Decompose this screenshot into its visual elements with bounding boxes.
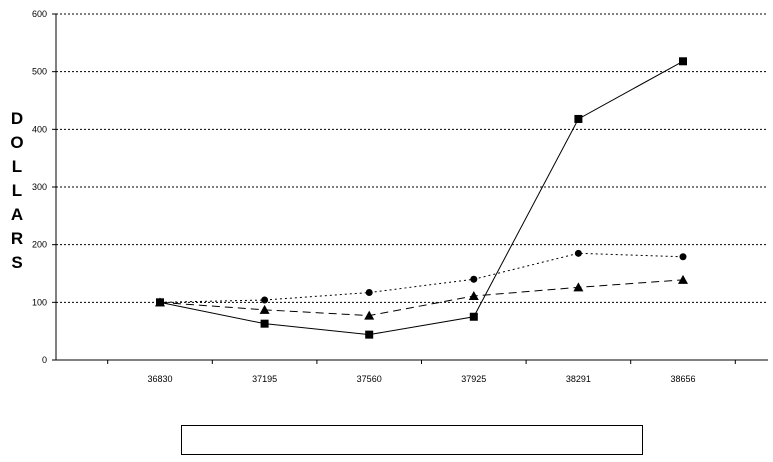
data-point-hurco-companies-inc — [574, 114, 583, 123]
legend — [181, 425, 643, 455]
x-tick-label: 36830 — [147, 374, 172, 384]
x-tick-label: 38656 — [670, 374, 695, 384]
data-point-russell-2000 — [573, 282, 584, 292]
data-point-russell-2000 — [364, 310, 375, 320]
y-tick-label: 0 — [42, 355, 47, 365]
series-line-russell-2000 — [159, 279, 684, 317]
y-tick-label: 300 — [32, 182, 47, 192]
data-point-hurco-companies-inc — [469, 312, 478, 321]
y-tick-label: 200 — [32, 240, 47, 250]
y-tick-label: 500 — [32, 67, 47, 77]
x-tick-label: 37195 — [252, 374, 277, 384]
data-point-hurco-companies-inc — [679, 57, 687, 66]
data-point-peer-group — [470, 275, 478, 283]
data-point-peer-group — [574, 249, 582, 257]
series-line-hurco-companies-inc — [159, 60, 684, 336]
y-tick-label: 400 — [32, 124, 47, 134]
data-point-russell-2000 — [678, 274, 688, 284]
data-point-peer-group — [365, 289, 373, 297]
data-point-hurco-companies-inc — [156, 298, 164, 307]
y-axis-label-letter: R — [10, 229, 24, 248]
y-tick-label: 100 — [32, 297, 47, 307]
data-point-hurco-companies-inc — [365, 330, 374, 339]
y-tick-label: 600 — [32, 9, 47, 19]
y-axis-label-letter: L — [11, 157, 23, 176]
x-tick-label: 37925 — [461, 374, 486, 384]
data-point-hurco-companies-inc — [260, 319, 269, 328]
series-line-peer-group — [159, 252, 684, 303]
x-tick-label: 37560 — [357, 374, 382, 384]
data-point-peer-group — [261, 296, 269, 304]
y-axis-label-letter: A — [10, 205, 24, 224]
x-tick-label: 38291 — [566, 374, 591, 384]
data-point-peer-group — [679, 253, 687, 261]
y-axis-label-letter: D — [10, 109, 24, 128]
y-axis-label-letter: L — [11, 181, 23, 200]
y-axis-label-letter: O — [10, 133, 24, 152]
data-point-russell-2000 — [468, 290, 479, 300]
data-point-russell-2000 — [259, 304, 270, 314]
y-axis-label-letter: S — [11, 253, 23, 272]
